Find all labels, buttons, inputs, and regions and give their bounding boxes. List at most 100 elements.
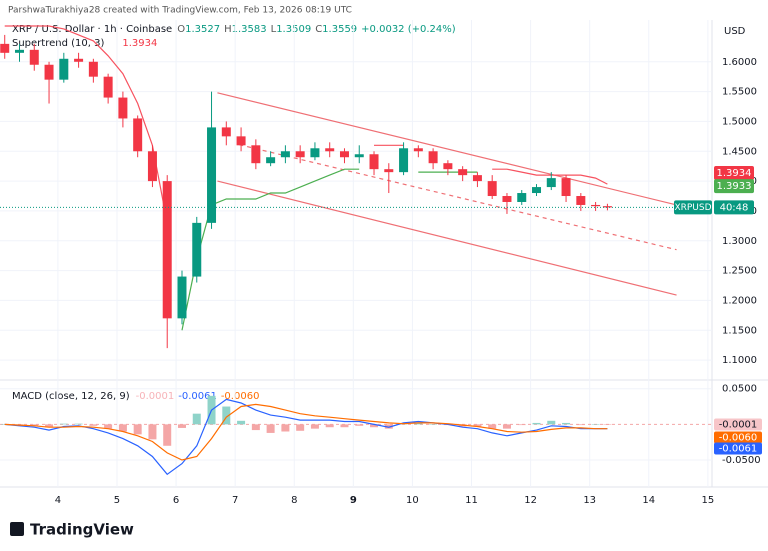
macd-label-box [714, 442, 762, 455]
macd-histogram-bar [310, 424, 319, 429]
candle-body [88, 61, 98, 77]
price-label-symbol: XRPUSD [674, 203, 711, 213]
x-tick-label: 11 [465, 495, 478, 506]
candle-body [236, 136, 246, 146]
x-tick-label: 10 [406, 495, 419, 506]
candle-body [177, 276, 187, 319]
candle-body [280, 151, 290, 158]
candle-body [103, 76, 113, 98]
candle-body [14, 49, 24, 53]
x-tick-label: 12 [524, 495, 537, 506]
macd-histogram-bar [237, 420, 246, 425]
macd-value-label: -0.0061 [719, 443, 758, 454]
candle-body [74, 58, 84, 62]
macd-histogram-bar [192, 413, 201, 425]
symbol: XRP / U.S. Dollar · 1h · Coinbase [12, 24, 172, 35]
x-tick-label: 7 [232, 495, 238, 506]
macd-histogram-bar [30, 424, 39, 426]
macd-histogram-bar [163, 424, 172, 446]
candle-body [295, 151, 305, 158]
y-tick-label: 1.1000 [722, 355, 757, 366]
candle-body [339, 151, 349, 158]
ohlc-value: 1.3583 [232, 24, 267, 35]
candle-body [207, 127, 217, 223]
logo-text: TradingView [30, 521, 134, 539]
indicator-value: 1.3934 [122, 38, 157, 49]
macd-histogram-bar [384, 424, 393, 429]
macd-histogram-bar [355, 424, 364, 426]
y-tick-label: -0.0500 [722, 455, 761, 466]
candle-body [192, 222, 202, 277]
candle-body [413, 148, 423, 152]
macd-histogram-bar [576, 424, 585, 426]
candle-body [576, 196, 586, 205]
x-tick-label: 15 [701, 495, 714, 506]
symbol-legend: XRP / U.S. Dollar · 1h · Coinbase O1.3527… [12, 24, 456, 35]
indicator-value: -0.0060 [221, 391, 260, 402]
macd-value-label: -0.0001 [719, 419, 758, 430]
credit: ParshwaTurakhiya28 created with TradingV… [8, 6, 352, 16]
candle-body [310, 148, 320, 158]
supertrend-label: 1.3934 [717, 168, 752, 179]
macd-histogram-bar [177, 424, 186, 428]
x-tick-label: 8 [291, 495, 297, 506]
macd-histogram-bar [488, 424, 497, 429]
candle-body [532, 187, 542, 194]
candle-body [472, 175, 482, 182]
candle-body [162, 181, 172, 319]
candle-body [443, 163, 453, 170]
macd-label-box [714, 418, 762, 431]
x-tick-label: 4 [55, 495, 61, 506]
macd-histogram-bar [296, 424, 305, 431]
price-label-box [674, 200, 712, 215]
x-tick-label: 9 [350, 495, 357, 506]
y-tick-label: 1.5500 [722, 87, 757, 98]
candle-body [517, 193, 527, 202]
macd-line [4, 398, 608, 476]
ohlc-key: L [271, 24, 277, 35]
price-label-box [714, 179, 754, 194]
trendline [217, 180, 677, 296]
macd-histogram-bar [562, 422, 571, 425]
logo-mark [10, 522, 24, 536]
candle-body [602, 206, 612, 208]
candle-body [399, 148, 409, 173]
ohlc-key: C [315, 24, 322, 35]
candle-body [325, 148, 335, 152]
macd-histogram-bar [251, 424, 260, 431]
macd-histogram-bar [266, 424, 275, 433]
ohlc-value: 1.3509 [276, 24, 311, 35]
ohlc-value: 1.3527 [185, 24, 220, 35]
macd-histogram-bar [325, 424, 334, 428]
macd-value-label: -0.0060 [719, 432, 758, 443]
price-label-box [714, 200, 754, 215]
y-tick-label: 1.1500 [722, 325, 757, 336]
macd-histogram-bar [281, 424, 290, 432]
macd-histogram-bar [104, 424, 113, 429]
indicator-value: -0.0001 [136, 391, 175, 402]
candle-body [458, 169, 468, 176]
trendline [217, 92, 677, 206]
y-tick-label: 1.3000 [722, 236, 757, 247]
candle-body [251, 145, 261, 164]
candle-body [44, 64, 54, 80]
candle-body [29, 49, 39, 65]
signal-line [4, 403, 608, 461]
macd-histogram-bar [603, 424, 612, 425]
macd-histogram-bar [59, 423, 68, 425]
candle-body [428, 151, 438, 164]
x-tick-label: 13 [583, 495, 596, 506]
macd-histogram-bar [502, 424, 511, 429]
price-label-box [714, 166, 754, 181]
trendline [239, 144, 677, 251]
change: +0.0032 (+0.24%) [361, 24, 456, 35]
y-tick-label: 1.2500 [722, 266, 757, 277]
ohlc-key: O [177, 24, 185, 35]
macd-histogram-bar [370, 424, 379, 428]
x-tick-label: 5 [114, 495, 120, 506]
candle-body [266, 157, 276, 164]
candle-body [0, 43, 10, 53]
macd-legend: MACD (close, 12, 26, 9) -0.0001 -0.0061 -0.… [12, 391, 259, 402]
